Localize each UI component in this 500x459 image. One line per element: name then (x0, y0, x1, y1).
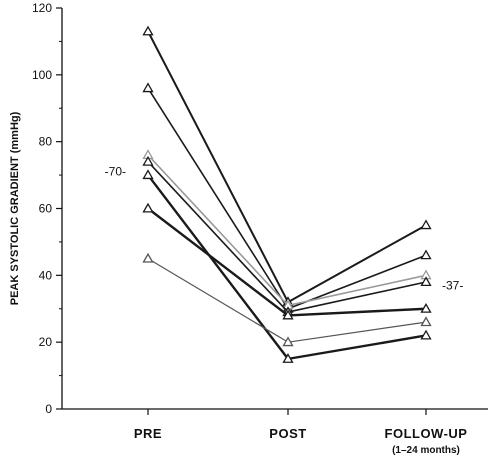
y-tick-label: 100 (32, 68, 52, 82)
x-tick-label: PRE (134, 426, 162, 441)
data-point-marker (282, 309, 294, 320)
data-point-marker (420, 276, 432, 287)
x-tick-label: FOLLOW-UP (385, 426, 468, 441)
y-tick-label: 0 (45, 402, 52, 416)
x-tick-label: POST (269, 426, 306, 441)
series-group (142, 25, 432, 363)
series-1 (142, 25, 432, 307)
series-7 (142, 252, 432, 347)
series-4 (142, 155, 432, 317)
series-6 (142, 202, 432, 320)
data-point-marker (420, 219, 432, 230)
data-point-marker (142, 202, 154, 213)
y-tick-label: 80 (39, 135, 53, 149)
data-point-marker (142, 169, 154, 180)
y-axis-label: PEAK SYSTOLIC GRADIENT (mmHg) (9, 111, 21, 305)
y-tick-label: 60 (39, 202, 53, 216)
data-point-marker (142, 252, 154, 263)
data-point-marker (282, 336, 294, 347)
data-point-marker (420, 329, 432, 340)
series-line (147, 174, 427, 361)
series-line (147, 161, 427, 313)
series-2 (142, 82, 432, 313)
annotation-label: -37- (442, 278, 463, 292)
data-point-marker (282, 353, 294, 363)
data-point-marker (420, 249, 432, 260)
data-point-marker (142, 155, 154, 166)
data-point-marker (420, 302, 432, 313)
series-line (147, 87, 427, 310)
axes: 0 20 40 60 80 100 120 PRE POST FOLLOW-UP (1–24 mon… (32, 1, 488, 456)
annotations: -70- -37- (105, 165, 464, 293)
x-tick-sublabel: (1–24 months) (392, 445, 460, 456)
y-tick-label: 20 (39, 335, 53, 349)
data-point-marker (142, 82, 154, 93)
series-5 (142, 169, 432, 363)
annotation-label: -70- (105, 165, 126, 179)
y-tick-label: 40 (39, 268, 53, 282)
data-point-marker (142, 25, 154, 36)
series-line (147, 30, 427, 304)
data-point-marker (420, 316, 432, 327)
y-tick-label: 120 (32, 1, 52, 15)
series-3 (142, 149, 432, 310)
